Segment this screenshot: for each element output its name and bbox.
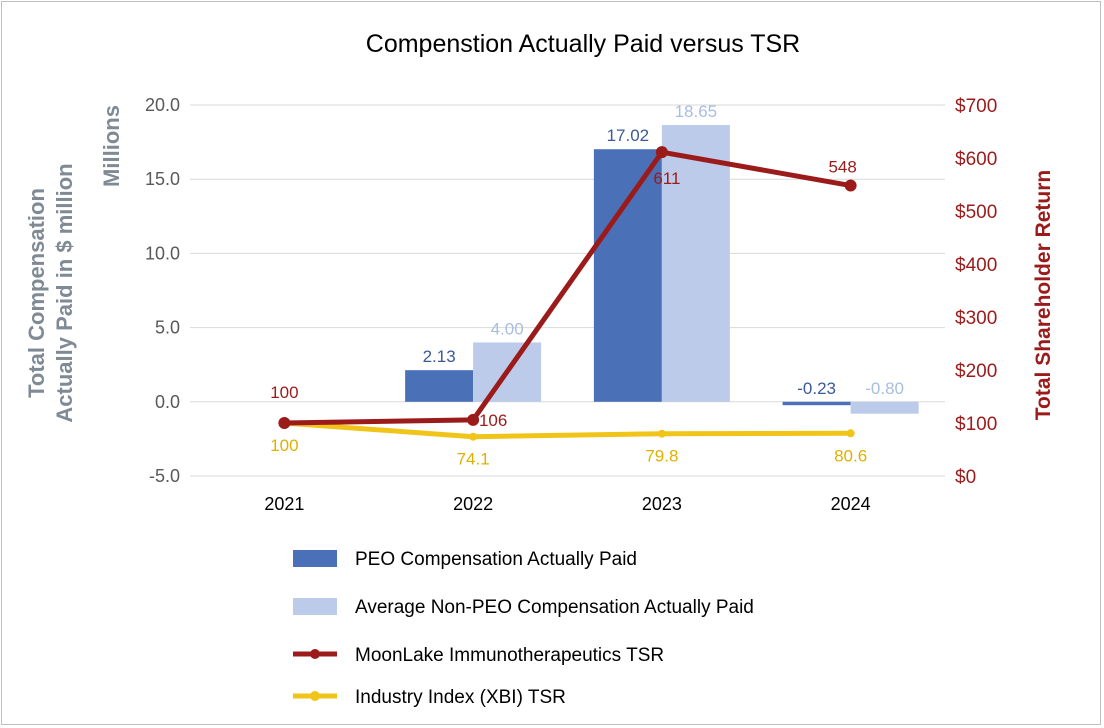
bar-data-label: 2.13 [423,347,456,366]
right-axis-tick-label: $600 [955,149,997,170]
moonlake-data-label: 106 [479,411,507,430]
right-axis-tick-label: $0 [955,467,976,488]
right-axis-tick-label: $400 [955,255,997,276]
right-axis-title: Total Shareholder Return [1032,170,1055,420]
legend-label-peo: PEO Compensation Actually Paid [355,549,637,570]
marker-xbi [846,429,855,438]
line-xbi [284,420,851,440]
x-axis-tick-label: 2021 [264,494,304,514]
left-axis-units-label: Millions [99,105,124,187]
left-axis-title-line1: Total Compensation [24,188,49,398]
marker-xbi [657,429,666,438]
marker-moonlake [278,417,291,429]
bar-data-label: -0.23 [797,379,836,398]
bar-non-peo [850,401,919,414]
data-labels: 2.13 17.02 -0.23 4.00 18.65 -0.80 100 106 611 548… [270,102,904,469]
legend-label-moonlake: MoonLake Immunotherapeutics TSR [355,645,664,666]
legend-swatch-peo [293,550,337,567]
right-axis-tick-label: $300 [955,308,997,329]
line-series [278,146,857,441]
bar-peo [405,370,474,402]
bar-data-label: 4.00 [491,319,524,338]
legend-label-xbi: Industry Index (XBI) TSR [355,687,566,708]
xbi-data-label: 80.6 [834,446,867,465]
legend-marker-xbi [310,691,320,701]
left-axis-title-line2: Actually Paid in $ million [52,163,77,422]
left-axis-tick-label: 20.0 [145,95,180,115]
xbi-data-label: 74.1 [457,450,490,469]
xbi-data-label: 79.8 [645,447,678,466]
x-axis-tick-label: 2022 [453,494,493,514]
left-axis-tick-label: 0.0 [155,392,180,412]
line-moonlake [284,149,852,426]
axis-ticks: 20.0 15.0 10.0 5.0 0.0 -5.0 $700 $600 $500 $400 $3… [145,95,997,514]
legend-label-non-peo: Average Non-PEO Compensation Actually Pa… [355,597,754,618]
bar-peo [782,401,851,406]
legend-marker-moonlake [310,649,320,659]
bar-data-label: 18.65 [675,102,718,121]
moonlake-data-label: 548 [828,158,856,177]
marker-moonlake [655,146,668,159]
chart-title: Compenstion Actually Paid versus TSR [366,30,800,58]
moonlake-data-label: 100 [270,383,298,402]
marker-moonlake [844,179,857,192]
left-axis-tick-label: 5.0 [155,318,180,338]
bar-non-peo [661,125,730,402]
moonlake-data-label: 611 [653,169,680,188]
legend-swatch-non-peo [293,598,337,615]
left-axis-tick-label: 15.0 [145,169,180,189]
bar-peo [593,149,662,402]
left-axis-tick-label: 10.0 [145,243,180,263]
legend: PEO Compensation Actually Paid Average N… [293,549,754,708]
right-axis-tick-label: $100 [955,414,997,435]
marker-moonlake [467,413,480,426]
bar-data-label: -0.80 [865,379,904,398]
xbi-data-label: 100 [270,436,298,455]
bars [405,125,919,414]
left-axis-tick-label: -5.0 [149,466,180,486]
bar-data-label: 17.02 [607,126,650,145]
marker-xbi [469,432,478,441]
x-axis-tick-label: 2023 [642,494,682,514]
x-axis-tick-label: 2024 [831,494,871,514]
right-axis-tick-label: $200 [955,361,997,382]
right-axis-tick-label: $500 [955,202,997,223]
right-axis-tick-label: $700 [955,96,997,117]
